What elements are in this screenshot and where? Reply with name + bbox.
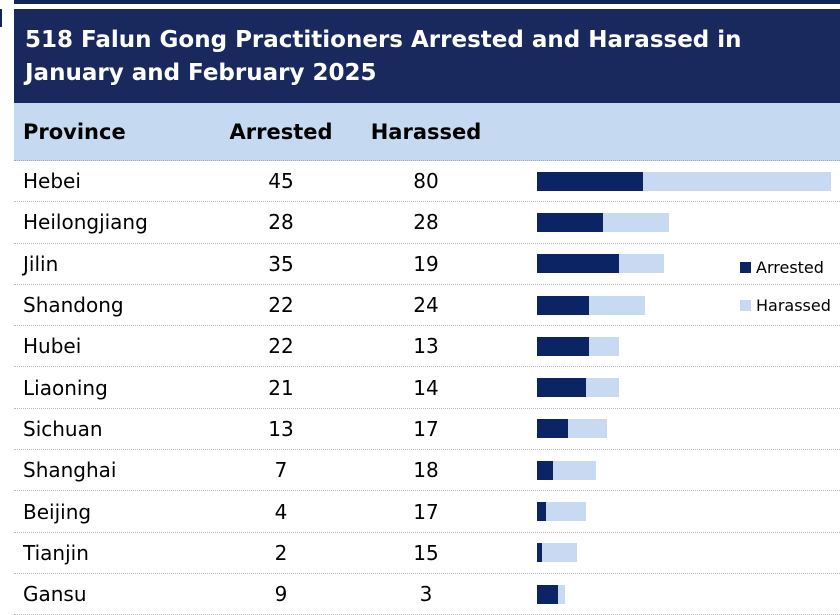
chart-title-block: 518 Falun Gong Practitioners Arrested an… <box>14 9 840 103</box>
table-body: Hebei 45 80 Heilongjiang 28 28 Jilin 35 19 Shando… <box>14 161 840 615</box>
top-border-strip <box>14 0 840 4</box>
province-table: Province Arrested Harassed Hebei 45 80 Heil… <box>14 103 840 615</box>
harassed-bar-segment <box>553 460 596 480</box>
arrested-cell: 4 <box>274 499 288 524</box>
harassed-cell: 18 <box>413 458 439 483</box>
stacked-bar <box>537 502 587 522</box>
province-cell: Shanghai <box>23 458 117 483</box>
arrested-cell: 45 <box>268 169 294 194</box>
province-cell: Hubei <box>23 334 82 359</box>
column-header-harassed: Harassed <box>370 119 482 144</box>
harassed-bar-segment <box>588 336 620 356</box>
arrested-bar-segment <box>537 419 568 439</box>
harassed-swatch-icon <box>740 299 751 311</box>
arrested-cell: 22 <box>268 334 294 359</box>
table-row: Shanghai 7 18 <box>14 450 840 492</box>
harassed-cell: 80 <box>413 169 439 194</box>
table-row: Sichuan 13 17 <box>14 408 840 451</box>
left-edge-fragment <box>0 9 2 27</box>
stacked-bar <box>537 336 620 356</box>
arrested-cell: 21 <box>268 375 294 400</box>
table-row: Heilongjiang 28 28 <box>14 202 840 244</box>
column-header-province: Province <box>23 119 126 144</box>
harassed-cell: 24 <box>413 293 439 318</box>
province-cell: Jilin <box>23 251 59 276</box>
arrested-bar-segment <box>537 460 554 480</box>
arrested-bar-segment <box>537 171 643 191</box>
harassed-cell: 13 <box>413 334 439 359</box>
harassed-bar-segment <box>541 543 577 563</box>
table-row: Hubei 22 13 <box>14 326 840 368</box>
province-cell: Hebei <box>23 169 81 194</box>
harassed-cell: 19 <box>413 251 439 276</box>
stacked-bar <box>537 543 577 563</box>
arrested-cell: 13 <box>268 416 294 441</box>
province-cell: Beijing <box>23 499 92 524</box>
arrested-bar-segment <box>537 254 620 274</box>
stacked-bar <box>537 171 831 191</box>
harassed-bar-segment <box>567 419 608 439</box>
province-cell: Gansu <box>23 582 87 607</box>
arrested-bar-segment <box>537 543 542 563</box>
legend-item-arrested: Arrested <box>740 257 840 277</box>
legend-label-arrested: Arrested <box>756 257 824 277</box>
stacked-bar <box>537 460 596 480</box>
table-row: Gansu 9 3 <box>14 573 840 615</box>
arrested-bar-segment <box>537 378 587 398</box>
stacked-bar <box>537 212 669 232</box>
stacked-bar <box>537 378 620 398</box>
harassed-cell: 3 <box>419 582 433 607</box>
table-row: Beijing 4 17 <box>14 491 840 533</box>
stacked-bar <box>537 419 608 439</box>
chart-legend: Arrested Harassed <box>740 257 840 333</box>
harassed-bar-segment <box>602 212 669 232</box>
province-cell: Shandong <box>23 293 124 318</box>
harassed-cell: 17 <box>413 416 439 441</box>
arrested-bar-segment <box>537 502 547 522</box>
province-cell: Liaoning <box>23 375 108 400</box>
arrested-bar-segment <box>537 336 589 356</box>
page-title: 518 Falun Gong Practitioners Arrested an… <box>25 27 742 86</box>
arrested-cell: 7 <box>274 458 288 483</box>
harassed-bar-segment <box>586 378 620 398</box>
arrested-bar-segment <box>537 295 589 315</box>
province-cell: Heilongjiang <box>23 210 148 235</box>
legend-label-harassed: Harassed <box>756 295 831 315</box>
harassed-cell: 17 <box>413 499 439 524</box>
province-cell: Sichuan <box>23 416 103 441</box>
arrested-bar-segment <box>537 584 559 604</box>
arrested-cell: 28 <box>268 210 294 235</box>
harassed-bar-segment <box>546 502 587 522</box>
stacked-bar <box>537 584 566 604</box>
table-row: Shandong 22 24 <box>14 284 840 327</box>
legend-item-harassed: Harassed <box>740 295 840 315</box>
arrested-cell: 22 <box>268 293 294 318</box>
arrested-cell: 2 <box>274 540 288 565</box>
column-header-arrested: Arrested <box>229 119 333 144</box>
harassed-bar-segment <box>619 254 664 274</box>
table-row: Hebei 45 80 <box>14 161 840 203</box>
arrested-cell: 35 <box>268 251 294 276</box>
stacked-bar <box>537 295 646 315</box>
stacked-bar <box>537 254 664 274</box>
table-header-row: Province Arrested Harassed <box>14 103 840 161</box>
table-row: Jilin 35 19 <box>14 243 840 285</box>
arrested-cell: 9 <box>274 582 288 607</box>
harassed-bar-segment <box>588 295 646 315</box>
arrested-bar-segment <box>537 212 603 232</box>
harassed-cell: 28 <box>413 210 439 235</box>
province-cell: Tianjin <box>23 540 89 565</box>
table-row: Tianjin 2 15 <box>14 532 840 574</box>
table-row: Liaoning 21 14 <box>14 367 840 409</box>
harassed-cell: 15 <box>413 540 439 565</box>
harassed-bar-segment <box>558 584 566 604</box>
harassed-bar-segment <box>642 171 831 191</box>
harassed-cell: 14 <box>413 375 439 400</box>
arrested-swatch-icon <box>740 261 751 273</box>
